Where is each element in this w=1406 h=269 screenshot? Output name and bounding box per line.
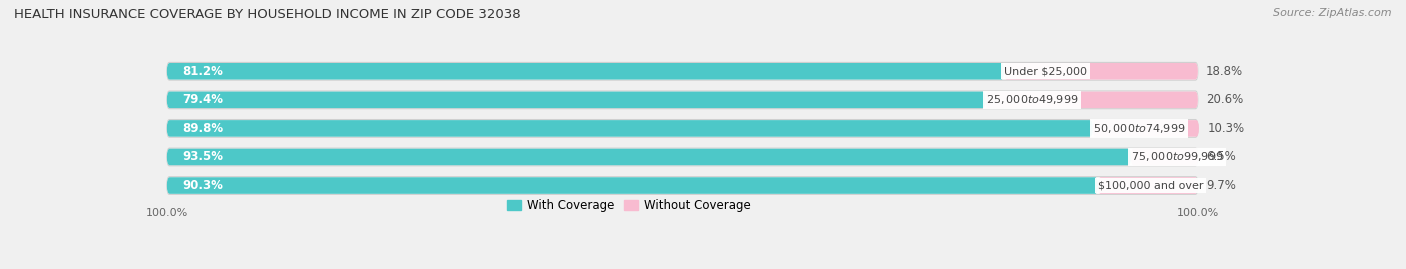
FancyBboxPatch shape	[1130, 149, 1198, 165]
Text: 20.6%: 20.6%	[1206, 93, 1243, 106]
FancyBboxPatch shape	[167, 91, 986, 108]
Legend: With Coverage, Without Coverage: With Coverage, Without Coverage	[502, 194, 755, 217]
Text: 100.0%: 100.0%	[1177, 208, 1219, 218]
Text: $50,000 to $74,999: $50,000 to $74,999	[1092, 122, 1185, 135]
FancyBboxPatch shape	[166, 90, 1198, 109]
Text: $25,000 to $49,999: $25,000 to $49,999	[986, 93, 1078, 106]
Text: 90.3%: 90.3%	[183, 179, 224, 192]
FancyBboxPatch shape	[167, 120, 1198, 137]
FancyBboxPatch shape	[166, 62, 1198, 81]
Text: 79.4%: 79.4%	[183, 93, 224, 106]
Text: 81.2%: 81.2%	[183, 65, 224, 78]
FancyBboxPatch shape	[1092, 120, 1199, 137]
FancyBboxPatch shape	[167, 149, 1130, 165]
FancyBboxPatch shape	[167, 91, 1198, 108]
FancyBboxPatch shape	[167, 177, 1198, 194]
Text: 100.0%: 100.0%	[146, 208, 188, 218]
FancyBboxPatch shape	[166, 119, 1198, 138]
Text: Source: ZipAtlas.com: Source: ZipAtlas.com	[1274, 8, 1392, 18]
FancyBboxPatch shape	[1004, 63, 1198, 80]
FancyBboxPatch shape	[166, 147, 1198, 167]
FancyBboxPatch shape	[167, 63, 1004, 80]
Text: 18.8%: 18.8%	[1206, 65, 1243, 78]
FancyBboxPatch shape	[167, 149, 1198, 165]
Text: 10.3%: 10.3%	[1208, 122, 1244, 135]
Text: HEALTH INSURANCE COVERAGE BY HOUSEHOLD INCOME IN ZIP CODE 32038: HEALTH INSURANCE COVERAGE BY HOUSEHOLD I…	[14, 8, 520, 21]
Text: 93.5%: 93.5%	[183, 150, 224, 164]
Text: 89.8%: 89.8%	[183, 122, 224, 135]
FancyBboxPatch shape	[167, 177, 1098, 194]
FancyBboxPatch shape	[1098, 177, 1198, 194]
Text: 9.7%: 9.7%	[1206, 179, 1236, 192]
FancyBboxPatch shape	[986, 91, 1198, 108]
FancyBboxPatch shape	[167, 120, 1092, 137]
FancyBboxPatch shape	[166, 176, 1198, 195]
FancyBboxPatch shape	[167, 63, 1198, 80]
Text: Under $25,000: Under $25,000	[1004, 66, 1087, 76]
Text: $75,000 to $99,999: $75,000 to $99,999	[1130, 150, 1223, 164]
Text: $100,000 and over: $100,000 and over	[1098, 180, 1204, 190]
Text: 6.5%: 6.5%	[1206, 150, 1236, 164]
